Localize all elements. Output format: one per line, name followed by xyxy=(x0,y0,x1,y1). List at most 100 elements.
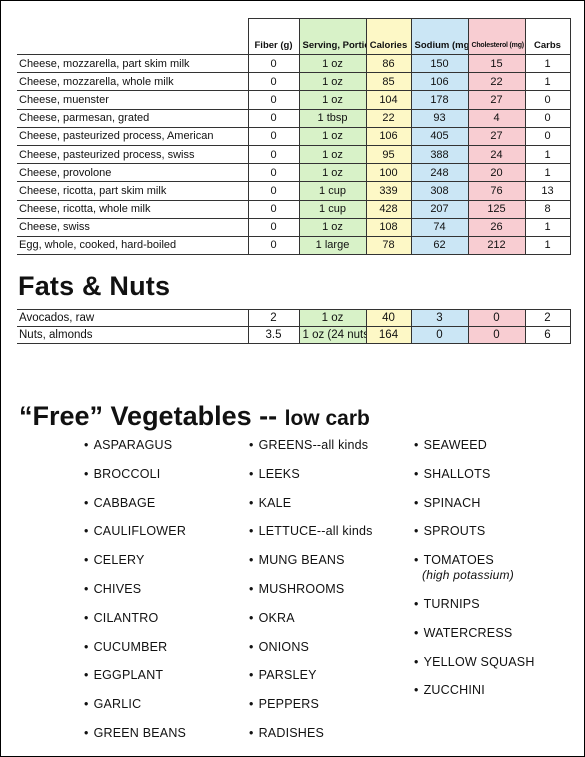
nutrition-table: Fiber (g) Serving, Portion or Exchange C… xyxy=(17,18,571,256)
bullet-icon: • xyxy=(84,553,89,568)
vegetable-name: GREEN BEANS xyxy=(93,726,187,740)
food-name: Avocados, raw xyxy=(17,309,249,327)
vegetable-name: LETTUCE--all kinds xyxy=(258,524,373,539)
bullet-icon: • xyxy=(414,654,419,669)
food-column-header xyxy=(17,18,248,55)
sodium-value: 248 xyxy=(410,163,469,183)
cholesterol-value: 4 xyxy=(467,108,526,128)
cholesterol-value: 27 xyxy=(467,126,526,146)
calories-value: 339 xyxy=(365,181,412,201)
vegetable-item: • CILANTRO xyxy=(84,611,158,625)
carbs-value: 1 xyxy=(524,217,571,237)
vegetable-item: • SHALLOTS xyxy=(414,467,490,481)
fiber-value: 0 xyxy=(247,108,300,128)
vegetable-item: • BROCCOLI xyxy=(84,467,160,481)
food-name: Cheese, pasteurized process, swiss xyxy=(17,144,249,165)
calories-value: 40 xyxy=(365,309,412,327)
fiber-value: 0 xyxy=(247,90,300,110)
vegetable-name: OKRA xyxy=(258,610,295,625)
vegetable-name: GREENS--all kinds xyxy=(258,438,369,452)
fiber-value: 3.5 xyxy=(247,326,300,344)
cholesterol-value: 26 xyxy=(467,217,526,237)
free-vegetables-heading: “Free” Vegetables -- low carb xyxy=(19,401,370,432)
food-name: Egg, whole, cooked, hard-boiled xyxy=(17,235,249,256)
cholesterol-value: 0 xyxy=(467,326,526,344)
vegetable-name: WATERCRESS xyxy=(423,625,513,640)
vegetable-name: TURNIPS xyxy=(423,597,480,611)
vegetable-item: • KALE xyxy=(249,496,291,510)
vegetable-name: MUNG BEANS xyxy=(258,553,345,568)
sodium-value: 405 xyxy=(410,126,469,146)
serving-value: 1 oz xyxy=(298,126,367,146)
fiber-value: 0 xyxy=(247,235,300,256)
fiber-value: 2 xyxy=(247,309,300,327)
carbs-value: 1 xyxy=(524,144,571,165)
vegetable-item: • ZUCCHINI xyxy=(414,683,485,697)
vegetable-item: • SPROUTS xyxy=(414,524,485,538)
fiber-value: 0 xyxy=(247,144,300,165)
bullet-icon: • xyxy=(414,597,419,611)
carbs-header: Carbs xyxy=(524,18,571,55)
sodium-value: 207 xyxy=(410,199,469,219)
table-row: Cheese, parmesan, grated 0 1 tbsp 22 93 4 0 xyxy=(17,108,571,128)
fats-nuts-table: Avocados, raw 2 1 oz 40 3 0 2 Nuts, almonds 3.5 1… xyxy=(17,309,571,344)
vegetable-name: BROCCOLI xyxy=(93,466,161,481)
vegetable-item: • TURNIPS xyxy=(414,597,480,611)
table-row: Cheese, ricotta, part skim milk 0 1 cup 339… xyxy=(17,181,571,201)
carbs-value: 1 xyxy=(524,72,571,92)
bullet-icon: • xyxy=(249,466,254,481)
cholesterol-value: 20 xyxy=(467,163,526,183)
table-row: Cheese, pasteurized process, swiss 0 1 oz 9… xyxy=(17,144,571,165)
food-name: Cheese, parmesan, grated xyxy=(17,108,249,128)
sodium-value: 106 xyxy=(410,72,469,92)
carbs-value: 6 xyxy=(524,326,571,344)
vegetable-item: • EGGPLANT xyxy=(84,668,163,682)
cholesterol-value: 22 xyxy=(467,72,526,92)
bullet-icon: • xyxy=(414,625,419,640)
carbs-value: 13 xyxy=(524,181,571,201)
vegetable-item: • LEEKS xyxy=(249,467,300,481)
cholesterol-value: 15 xyxy=(467,53,526,74)
fiber-value: 0 xyxy=(247,72,300,92)
carbs-value: 2 xyxy=(524,309,571,327)
vegetable-item: • CHIVES xyxy=(84,582,141,596)
serving-value: 1 oz xyxy=(298,72,367,92)
bullet-icon: • xyxy=(84,438,89,452)
carbs-value: 0 xyxy=(524,108,571,128)
vegetable-item: • PEPPERS xyxy=(249,697,319,711)
calories-value: 22 xyxy=(365,108,412,128)
calories-value: 78 xyxy=(365,235,412,256)
sodium-header: Sodium (mg) xyxy=(410,18,469,55)
vegetable-name: CHIVES xyxy=(93,582,142,596)
vegetable-item: • CUCUMBER xyxy=(84,640,167,654)
bullet-icon: • xyxy=(84,668,89,683)
serving-value: 1 oz xyxy=(298,144,367,165)
vegetable-item: • TOMATOES (high potassium) xyxy=(414,553,514,582)
vegetable-item: • GREEN BEANS xyxy=(84,726,186,740)
vegetable-name: SPROUTS xyxy=(423,524,486,539)
calories-header: Calories xyxy=(365,18,412,55)
calories-value: 164 xyxy=(365,326,412,344)
sodium-value: 388 xyxy=(410,144,469,165)
sodium-value: 3 xyxy=(410,309,469,327)
table-row: Cheese, ricotta, whole milk 0 1 cup 428 207 1… xyxy=(17,199,571,219)
vegetable-name: PARSLEY xyxy=(258,668,317,683)
cholesterol-value: 212 xyxy=(467,235,526,256)
table-row: Nuts, almonds 3.5 1 oz (24 nuts) 164 0 0 6 xyxy=(17,326,571,344)
food-name: Cheese, ricotta, part skim milk xyxy=(17,181,249,201)
fiber-header: Fiber (g) xyxy=(247,18,300,55)
bullet-icon: • xyxy=(249,524,254,539)
vegetable-name: GARLIC xyxy=(93,697,142,712)
fiber-value: 0 xyxy=(247,181,300,201)
vegetable-name: RADISHES xyxy=(258,726,325,740)
bullet-icon: • xyxy=(84,697,89,712)
tomatoes-note: (high potassium) xyxy=(422,568,514,583)
carbs-value: 1 xyxy=(524,53,571,74)
table-row: Cheese, mozzarella, part skim milk 0 1 oz 8… xyxy=(17,53,571,74)
vegetable-item: • WATERCRESS xyxy=(414,626,512,640)
carbs-value: 0 xyxy=(524,126,571,146)
vegetable-item: • LETTUCE--all kinds xyxy=(249,524,373,538)
vegetable-item: • CELERY xyxy=(84,553,145,567)
vegetable-name: ONIONS xyxy=(258,639,310,654)
carbs-value: 0 xyxy=(524,90,571,110)
